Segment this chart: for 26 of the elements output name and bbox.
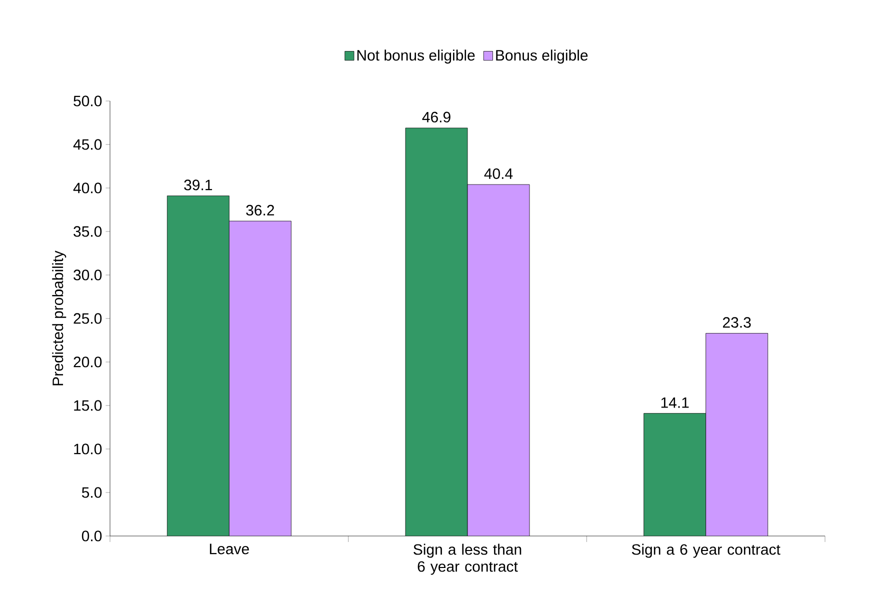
y-tick-label: 35.0 [74,226,102,237]
legend-label: Bonus eligible [496,50,588,64]
y-tick-label: 50.0 [74,96,102,106]
y-tick-label: 25.0 [74,313,102,324]
data-label: 39.1 [184,180,212,190]
y-tick-label: 15.0 [74,400,102,411]
data-label: 14.1 [661,397,689,408]
bar [468,184,530,536]
data-label: 46.9 [422,112,450,122]
y-tick-label: 5.0 [82,487,102,498]
x-tick-label: Sign a less than 6 year contract [414,544,522,575]
y-tick-label: 10.0 [74,444,102,454]
y-tick-label: 20.0 [74,356,102,368]
legend-label: Not bonus eligible [357,50,475,64]
data-label: 36.2 [246,204,274,216]
data-label: 23.3 [722,317,751,328]
data-label: 40.4 [484,168,513,179]
x-tick-label: Sign a 6 year contract [632,544,780,558]
y-tick-label: 40.0 [73,182,102,194]
y-tick-label: 0.0 [82,530,102,542]
y-tick-label: 30.0 [74,270,102,280]
y-axis-title: Predicted probability [52,250,66,386]
bar [229,221,292,536]
x-tick-label: Leave [210,544,249,554]
y-tick-label: 45.0 [73,139,102,150]
bar [706,333,768,536]
